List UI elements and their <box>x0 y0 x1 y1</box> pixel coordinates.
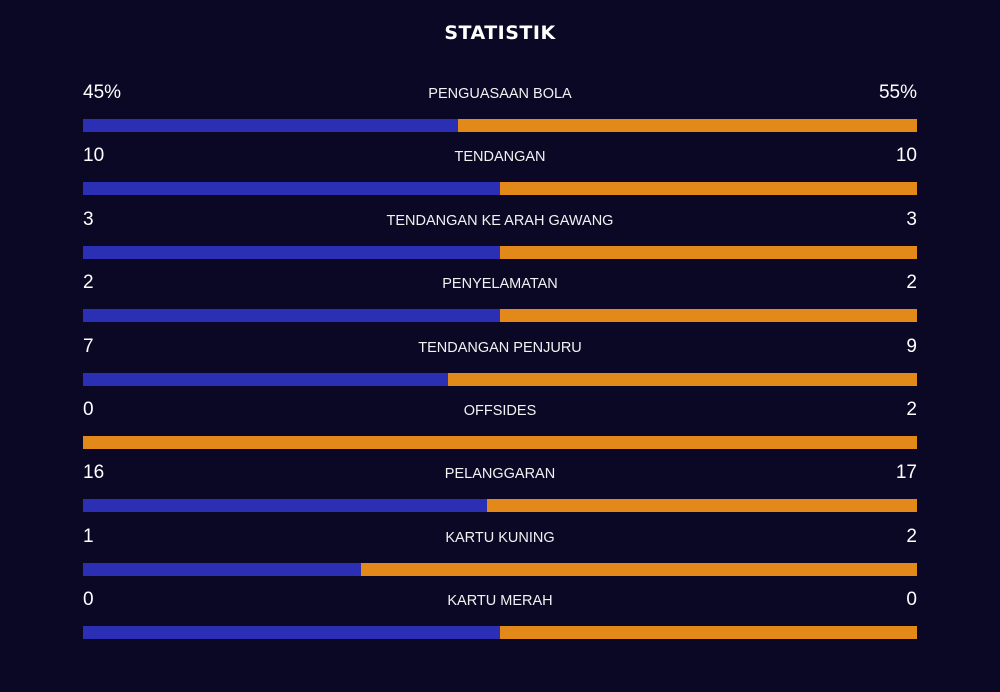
away-bar <box>487 499 917 513</box>
home-value: 7 <box>83 335 94 357</box>
stat-values: 3 TENDANGAN KE ARAH GAWANG 3 <box>83 207 917 233</box>
stat-row: 7 TENDANGAN PENJURU 9 <box>83 334 917 397</box>
stat-values: 1 KARTU KUNING 2 <box>83 524 917 550</box>
stat-values: 10 TENDANGAN 10 <box>83 143 917 169</box>
away-bar <box>447 372 917 386</box>
home-value: 2 <box>83 272 94 294</box>
home-bar <box>83 562 361 576</box>
stat-label: KARTU MERAH <box>447 593 553 610</box>
home-bar <box>83 245 500 259</box>
away-bar <box>360 562 917 576</box>
home-bar <box>83 119 459 132</box>
home-bar <box>83 499 488 513</box>
home-value: 0 <box>83 398 94 420</box>
comparison-bar <box>83 119 917 132</box>
stat-label: PENGUASAAN BOLA <box>428 86 572 102</box>
stat-values: 0 OFFSIDES 2 <box>83 397 917 423</box>
stat-row: 45% PENGUASAAN BOLA 55% <box>83 80 917 143</box>
stat-label: PELANGGARAN <box>444 466 556 483</box>
stats-list: 45% PENGUASAAN BOLA 55% 10 TENDANGAN 10 … <box>83 80 917 651</box>
away-value: 17 <box>895 462 917 484</box>
stat-values: 45% PENGUASAAN BOLA 55% <box>83 80 917 106</box>
stat-values: 7 TENDANGAN PENJURU 9 <box>83 334 917 360</box>
home-bar <box>83 626 500 640</box>
home-value: 1 <box>83 525 94 547</box>
stat-row: 0 KARTU MERAH 0 <box>83 587 917 650</box>
stat-label: OFFSIDES <box>463 402 537 419</box>
home-value: 16 <box>83 462 105 484</box>
stat-row: 0 OFFSIDES 2 <box>83 397 917 460</box>
stat-row: 2 PENYELAMATAN 2 <box>83 270 917 333</box>
away-value: 9 <box>906 335 917 357</box>
away-value: 3 <box>906 208 917 230</box>
stat-label: KARTU KUNING <box>445 529 555 546</box>
comparison-bar <box>83 562 917 576</box>
stats-title: STATISTIK <box>444 22 556 44</box>
comparison-bar <box>83 182 917 196</box>
away-bar <box>500 182 917 196</box>
home-bar <box>83 309 500 323</box>
stat-label: TENDANGAN KE ARAH GAWANG <box>386 212 614 229</box>
stat-row: 3 TENDANGAN KE ARAH GAWANG 3 <box>83 207 917 270</box>
stat-values: 0 KARTU MERAH 0 <box>83 587 917 613</box>
home-bar <box>83 372 448 386</box>
away-bar <box>458 119 917 132</box>
away-bar <box>500 626 917 640</box>
away-value: 10 <box>895 145 917 167</box>
comparison-bar <box>83 435 917 449</box>
comparison-bar <box>83 499 917 513</box>
away-value: 0 <box>906 589 917 611</box>
home-value: 45% <box>83 82 122 103</box>
home-value: 10 <box>83 145 105 167</box>
away-bar <box>500 245 917 259</box>
away-value: 2 <box>906 398 917 420</box>
stat-label: PENYELAMATAN <box>442 276 558 293</box>
comparison-bar <box>83 372 917 386</box>
comparison-bar <box>83 245 917 259</box>
away-bar <box>500 309 917 323</box>
stat-label: TENDANGAN PENJURU <box>418 339 582 356</box>
home-value: 0 <box>83 589 94 611</box>
away-value: 2 <box>906 272 917 294</box>
comparison-bar <box>83 626 917 640</box>
stat-values: 16 PELANGGARAN 17 <box>83 460 917 486</box>
home-bar <box>83 182 500 196</box>
home-value: 3 <box>83 208 94 230</box>
stat-row: 10 TENDANGAN 10 <box>83 143 917 206</box>
comparison-bar <box>83 309 917 323</box>
away-value: 2 <box>906 525 917 547</box>
away-value: 55% <box>878 82 917 103</box>
stat-row: 16 PELANGGARAN 17 <box>83 460 917 523</box>
stat-label: TENDANGAN <box>454 149 546 166</box>
away-bar <box>83 435 917 449</box>
stat-values: 2 PENYELAMATAN 2 <box>83 270 917 296</box>
stat-row: 1 KARTU KUNING 2 <box>83 524 917 587</box>
